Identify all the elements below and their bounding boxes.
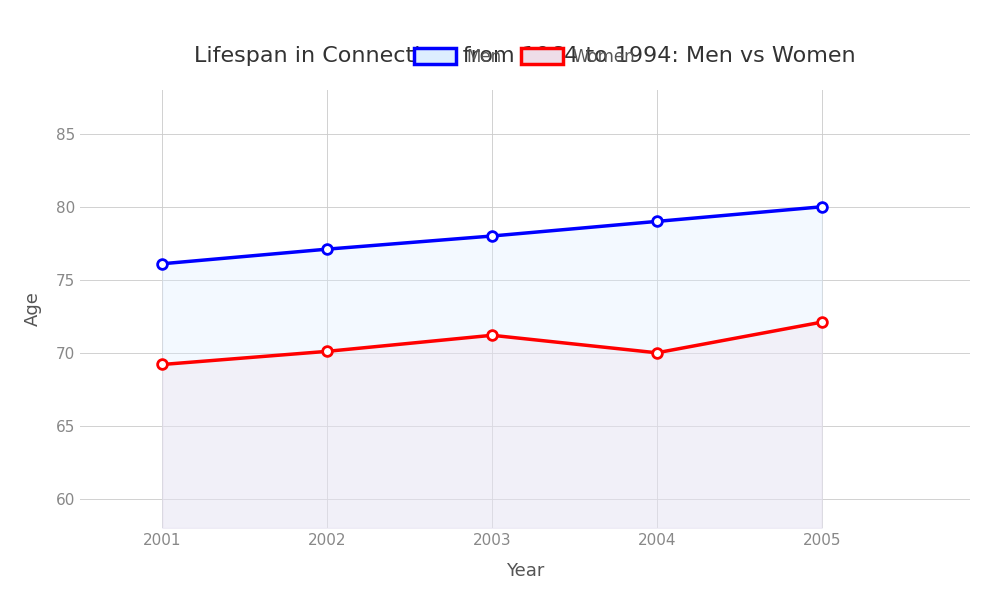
X-axis label: Year: Year [506, 562, 544, 580]
Legend: Men, Women: Men, Women [408, 41, 642, 73]
Y-axis label: Age: Age [24, 292, 42, 326]
Title: Lifespan in Connecticut from 1964 to 1994: Men vs Women: Lifespan in Connecticut from 1964 to 199… [194, 46, 856, 66]
